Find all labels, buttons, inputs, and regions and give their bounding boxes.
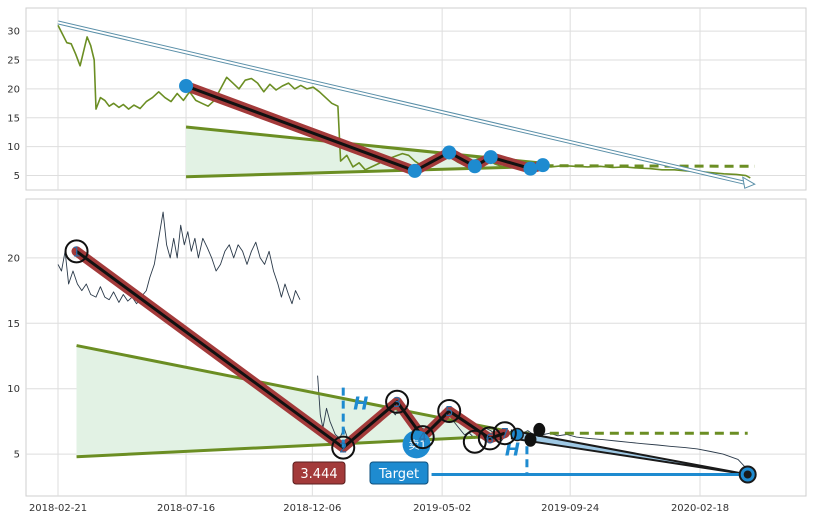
y-tick-label: 10: [7, 384, 20, 395]
price-series: [57, 211, 301, 305]
y-tick-label: 20: [7, 84, 20, 95]
pivot-dot: [179, 79, 194, 93]
pivot-dot: [407, 163, 422, 178]
y-tick-label: 15: [7, 113, 20, 124]
y-tick-label: 25: [7, 56, 20, 67]
target-badge-label: Target: [378, 467, 419, 482]
y-tick-label: 5: [14, 450, 20, 461]
upper-trendline: [76, 344, 506, 433]
pivot-label: 6: [486, 432, 494, 447]
pivot-label: 2: [339, 442, 347, 457]
x-tick-label: 2019-05-02: [413, 503, 471, 514]
pivot-marker: [437, 398, 462, 423]
height-label: H: [353, 394, 368, 415]
sell-marker: [402, 430, 431, 459]
price-badge: [292, 461, 346, 485]
y-tick-label: 20: [7, 253, 20, 264]
pivot-marker: [385, 389, 410, 414]
pivot-marker-extra: [462, 429, 487, 454]
pivot-marker: [331, 435, 356, 460]
lower-trendline: [186, 164, 545, 179]
pivot-marker: [477, 426, 502, 451]
pivot-label: 7: [501, 427, 509, 442]
pivot-label: 4: [419, 431, 427, 446]
pivot-label: 3: [393, 396, 401, 411]
target-end-dot: [743, 470, 752, 479]
top-price-panel: 5 10 15 20 25 30: [7, 7, 807, 191]
x-tick-label: 2018-02-21: [29, 503, 87, 514]
x-tick-label: 2020-02-18: [671, 503, 729, 514]
x-tick-label: 2018-07-16: [157, 503, 215, 514]
trend-arrow-head: [742, 176, 756, 189]
y-tick-label: 5: [14, 171, 20, 182]
pivot-dot: [523, 161, 538, 176]
pivot-marker: [64, 239, 89, 264]
pivot-marker: [410, 425, 435, 450]
pivot-dot: [467, 159, 482, 174]
breakout-marker: [533, 422, 546, 437]
y-tick-label: 10: [7, 142, 20, 153]
pivot-dot: [483, 150, 498, 165]
trend-arrow-shaft: [57, 21, 747, 185]
pivot-dot: [442, 145, 457, 160]
height-label-breakout: H: [505, 439, 520, 460]
breakout-dot: [510, 427, 524, 442]
triangle-fill: [76, 345, 505, 457]
x-tick-label: 2018-12-06: [283, 503, 341, 514]
y-tick-label: 30: [7, 27, 20, 38]
price-badge-label: 3.444: [300, 467, 337, 482]
y-tick-label: 15: [7, 319, 20, 330]
pivot-marker: [492, 421, 517, 446]
pivot-dot: [535, 158, 550, 173]
pivot-label: 5: [445, 405, 453, 420]
breakout-marker: [524, 432, 537, 447]
target-badge: [369, 461, 429, 485]
x-tick-label: 2019-09-24: [541, 503, 599, 514]
pivot-label: 1: [72, 245, 80, 260]
breakout-dashed-line: [544, 164, 755, 168]
